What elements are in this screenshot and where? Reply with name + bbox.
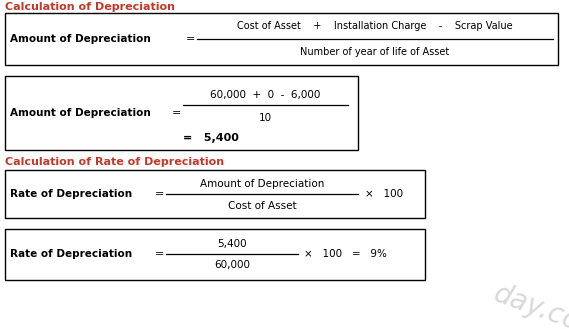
Bar — [5, 229, 425, 280]
Text: Amount of Depreciation: Amount of Depreciation — [10, 34, 151, 44]
Text: 60,000  +  0  -  6,000: 60,000 + 0 - 6,000 — [211, 90, 321, 100]
Text: ×   100: × 100 — [365, 189, 403, 199]
Text: day.con: day.con — [490, 280, 569, 329]
Text: =: = — [172, 108, 182, 118]
Text: 10: 10 — [259, 113, 272, 123]
Text: Calculation of Rate of Depreciation: Calculation of Rate of Depreciation — [5, 157, 224, 167]
Text: Calculation of Depreciation: Calculation of Depreciation — [5, 2, 175, 12]
Bar — [5, 170, 425, 218]
Text: =: = — [155, 189, 164, 199]
Text: Rate of Depreciation: Rate of Depreciation — [10, 189, 132, 199]
Text: Amount of Depreciation: Amount of Depreciation — [200, 179, 324, 189]
Text: Cost of Asset: Cost of Asset — [228, 201, 296, 211]
Text: =: = — [155, 249, 164, 259]
Bar — [5, 76, 358, 150]
Text: =   5,400: = 5,400 — [183, 133, 239, 143]
Text: Amount of Depreciation: Amount of Depreciation — [10, 108, 151, 118]
Text: =: = — [186, 34, 195, 44]
Text: Number of year of life of Asset: Number of year of life of Asset — [300, 47, 450, 57]
Text: 60,000: 60,000 — [214, 260, 250, 270]
Bar — [5, 13, 558, 65]
Text: ×   100   =   9%: × 100 = 9% — [304, 249, 387, 259]
Text: Cost of Asset    +    Installation Charge    -    Scrap Value: Cost of Asset + Installation Charge - Sc… — [237, 21, 513, 31]
Text: 5,400: 5,400 — [217, 239, 247, 249]
Text: Rate of Depreciation: Rate of Depreciation — [10, 249, 132, 259]
